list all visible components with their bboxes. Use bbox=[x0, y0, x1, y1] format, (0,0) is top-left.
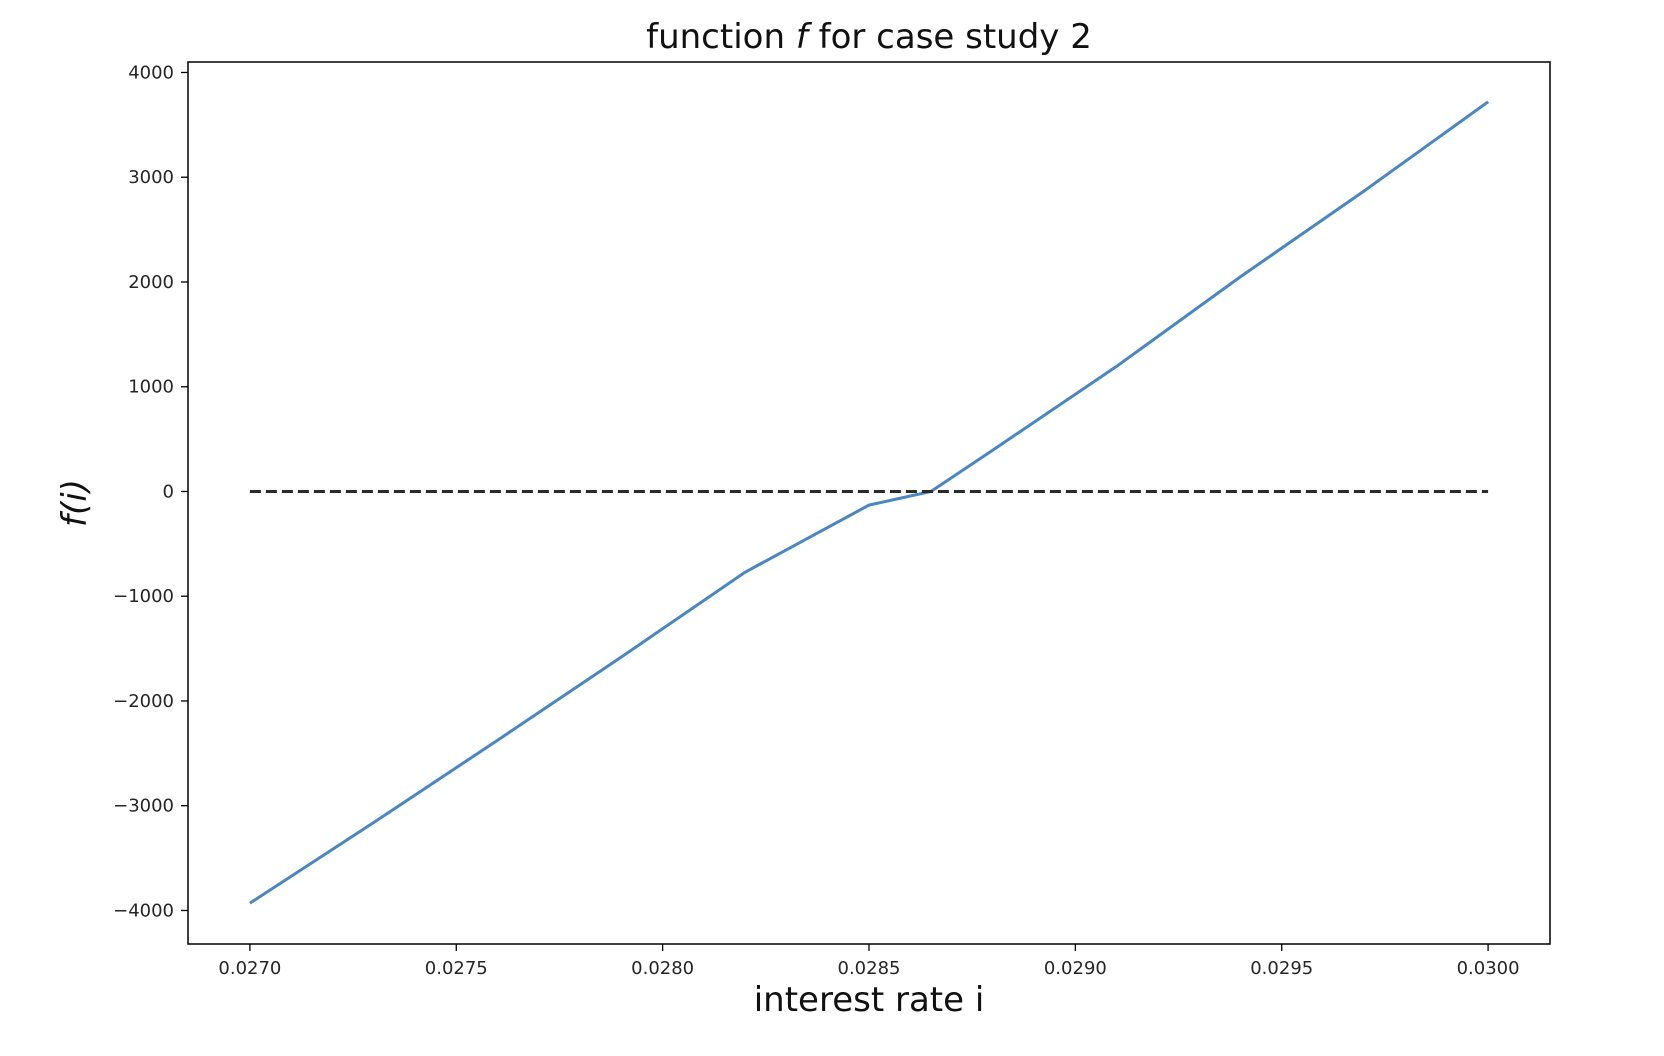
y-tick-label: −3000 bbox=[113, 796, 174, 817]
y-tick-label: 2000 bbox=[128, 272, 174, 293]
y-tick-label: 1000 bbox=[128, 377, 174, 398]
y-tick-label: 0 bbox=[163, 481, 174, 502]
series-group bbox=[249, 100, 1489, 905]
y-axis-label: f(i) bbox=[55, 479, 95, 527]
x-axis: 0.0270 0.0275 0.0280 0.0285 0.0290 0.0295 0.03… bbox=[218, 944, 1520, 979]
title-part-2: for case study 2 bbox=[808, 17, 1092, 57]
x-tick-label: 0.0285 bbox=[838, 958, 901, 979]
x-tick-label: 0.0300 bbox=[1457, 958, 1520, 979]
title-part-1: function bbox=[646, 17, 796, 57]
y-tick-label: 3000 bbox=[128, 167, 174, 188]
y-tick-label: −1000 bbox=[113, 586, 174, 607]
x-tick-label: 0.0280 bbox=[631, 958, 694, 979]
x-tick-label: 0.0290 bbox=[1044, 958, 1107, 979]
y-tick-label: −2000 bbox=[113, 691, 174, 712]
y-tick-label: −4000 bbox=[113, 900, 174, 921]
y-tick-label: 4000 bbox=[128, 62, 174, 83]
x-tick-label: 0.0295 bbox=[1250, 958, 1313, 979]
x-axis-label: interest rate i bbox=[754, 980, 985, 1020]
function-curve-line bbox=[249, 100, 1489, 905]
chart-title: function f for case study 2 bbox=[646, 17, 1092, 57]
x-tick-label: 0.0275 bbox=[425, 958, 488, 979]
x-tick-label: 0.0270 bbox=[218, 958, 281, 979]
y-axis: 4000 3000 2000 1000 0 −1000 −2000 −3000 −4000 bbox=[113, 62, 188, 921]
